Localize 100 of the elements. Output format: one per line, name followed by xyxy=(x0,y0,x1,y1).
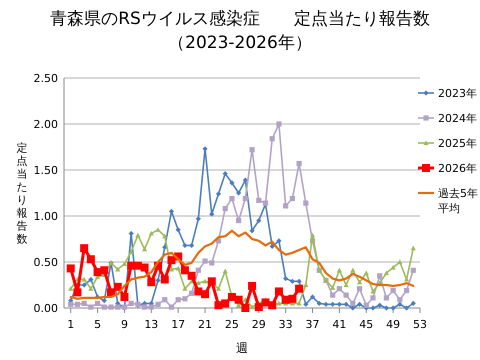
point xyxy=(128,249,134,254)
point xyxy=(176,297,181,302)
point xyxy=(397,302,402,307)
x-tick-label: 25 xyxy=(224,318,239,331)
point xyxy=(229,196,235,202)
point xyxy=(370,288,376,294)
point xyxy=(370,295,376,300)
point xyxy=(410,300,416,306)
x-tick-label: 13 xyxy=(144,318,158,331)
point xyxy=(274,287,283,296)
legend-label: 2025年 xyxy=(438,137,477,150)
point xyxy=(404,288,410,294)
point xyxy=(209,260,214,266)
point xyxy=(236,190,242,196)
point xyxy=(356,280,362,284)
point xyxy=(100,266,108,274)
point xyxy=(108,304,114,310)
x-tick-label: 33 xyxy=(278,318,293,331)
point xyxy=(82,300,87,306)
legend-label: 2026年 xyxy=(438,162,477,175)
point xyxy=(364,302,369,308)
point xyxy=(135,232,140,238)
point xyxy=(290,196,295,202)
point xyxy=(86,255,95,264)
point xyxy=(155,227,161,232)
point xyxy=(102,298,107,304)
point xyxy=(82,282,87,288)
x-tick-label: 53 xyxy=(413,318,427,331)
point xyxy=(410,268,416,273)
point xyxy=(148,230,154,236)
point xyxy=(216,286,222,291)
point xyxy=(209,212,214,217)
point xyxy=(196,216,201,222)
y-tick-label: 0.00 xyxy=(34,302,58,315)
x-tick-label: 45 xyxy=(359,318,374,331)
point xyxy=(120,292,128,301)
point xyxy=(330,292,336,298)
point xyxy=(316,300,322,306)
point xyxy=(241,304,250,312)
point xyxy=(236,218,242,224)
chart-title: 青森県のRSウイルス感染症 定点当たり報告数 xyxy=(50,9,430,29)
point xyxy=(330,285,336,290)
point xyxy=(276,300,282,306)
point xyxy=(80,244,88,252)
point xyxy=(410,246,416,250)
y-tick-label: 1.50 xyxy=(34,164,58,177)
legend-label: 2024年 xyxy=(438,112,477,125)
point xyxy=(350,300,356,306)
point xyxy=(88,276,94,282)
point xyxy=(270,136,275,142)
x-tick-label: 49 xyxy=(386,318,400,331)
point xyxy=(270,244,275,249)
point xyxy=(88,286,94,291)
line-series xyxy=(70,230,414,300)
point xyxy=(242,196,248,202)
x-tick-label: 37 xyxy=(306,318,320,331)
point xyxy=(222,171,228,176)
point xyxy=(344,292,349,298)
point xyxy=(377,273,382,278)
point xyxy=(390,305,396,311)
point xyxy=(310,232,316,238)
y-tick-label: 1.00 xyxy=(34,210,58,223)
point xyxy=(229,180,235,186)
point xyxy=(296,300,302,306)
y-tick-label: 2.00 xyxy=(34,118,58,131)
x-tick-label: 1 xyxy=(67,318,74,331)
point xyxy=(142,246,148,252)
x-tick-label: 17 xyxy=(171,318,186,331)
point xyxy=(234,296,243,304)
point xyxy=(364,270,369,276)
point xyxy=(254,303,263,312)
point xyxy=(356,302,362,307)
x-tick-label: 21 xyxy=(198,318,212,331)
legend-label: 2023年 xyxy=(438,87,477,100)
point xyxy=(160,275,169,284)
y-tick-label: 2.50 xyxy=(34,72,58,85)
point xyxy=(140,264,149,272)
point xyxy=(290,278,295,284)
point xyxy=(201,290,210,298)
point xyxy=(182,286,188,291)
point xyxy=(202,146,208,152)
point xyxy=(155,278,161,283)
point xyxy=(350,268,356,272)
point xyxy=(147,278,156,286)
x-tick-label: 5 xyxy=(94,318,102,331)
point xyxy=(276,121,282,127)
x-tick-label: 41 xyxy=(332,318,346,331)
point xyxy=(202,258,208,264)
point xyxy=(283,276,288,282)
point xyxy=(168,304,174,310)
point xyxy=(176,227,181,232)
point xyxy=(384,270,390,276)
point xyxy=(114,282,122,291)
point xyxy=(115,266,120,272)
point xyxy=(74,302,80,307)
point xyxy=(256,198,262,203)
point xyxy=(196,268,201,273)
point xyxy=(216,191,222,197)
point xyxy=(296,160,302,166)
point xyxy=(390,264,396,270)
